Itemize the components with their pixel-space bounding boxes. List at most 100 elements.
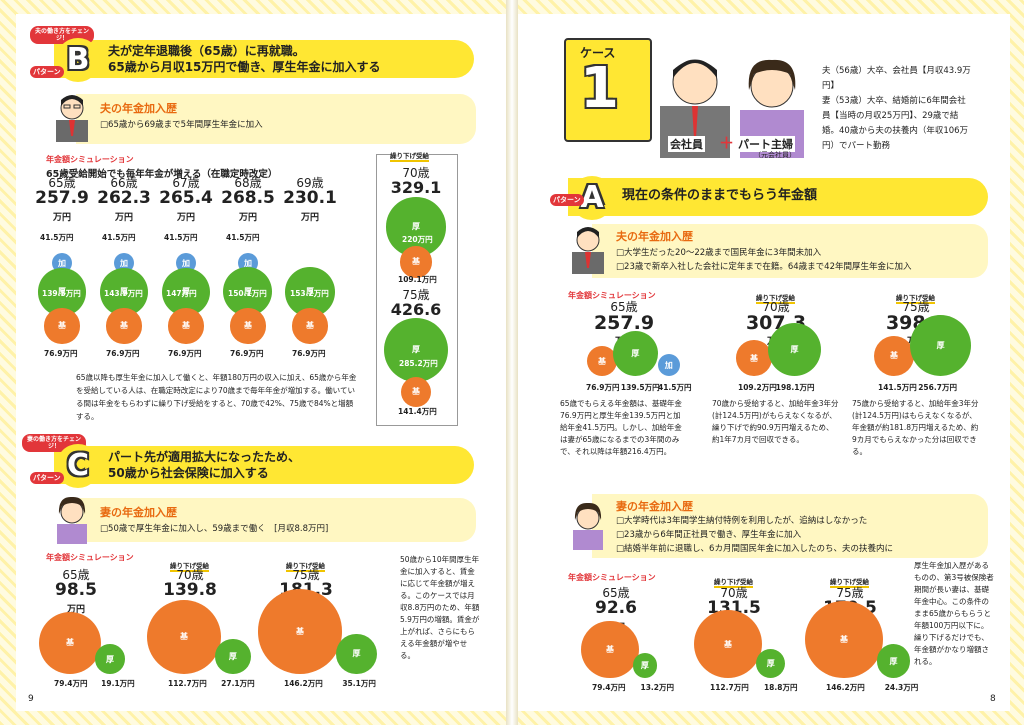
kiso-value: 146.2万円 bbox=[826, 683, 865, 692]
column-note: 70歳から受給すると、加給年金3年分(計124.5万円)がもらえなくなるが、繰り… bbox=[712, 399, 839, 444]
kosei-circle: 厚 bbox=[95, 644, 125, 674]
kosei-circle: 厚 bbox=[383, 317, 449, 383]
amount-value: 230.1 bbox=[283, 188, 337, 208]
kiso-circle: 基 bbox=[168, 308, 204, 344]
kiso-value: 76.9万円 bbox=[586, 383, 620, 392]
pattern-c-title-line2: 50歳から社会保険に加入する bbox=[108, 466, 269, 480]
deferred-tag: 繰り下げ受給 bbox=[170, 562, 209, 572]
kosei-circle: 厚 bbox=[215, 638, 251, 674]
kosei-value: 139.5万円 bbox=[42, 289, 81, 298]
kiso-circle: 基 bbox=[230, 308, 266, 344]
c-note: 50歳から10年間厚生年金に加入すると、賃金に応じて年金額が増える。このケースで… bbox=[400, 555, 480, 660]
age-label: 75歳 bbox=[402, 288, 430, 302]
kosei-value: 18.8万円 bbox=[763, 683, 798, 692]
amount-unit: 万円 bbox=[238, 213, 257, 223]
amount-value: 92.6 bbox=[595, 598, 637, 618]
kosei-value: 150.1万円 bbox=[228, 289, 267, 298]
a-wife-line1: □大学時代は3年間学生納付特例を利用したが、追納はしなかった bbox=[616, 516, 868, 526]
kiso-circle: 基 bbox=[587, 346, 617, 376]
age-label: 70歳 bbox=[176, 568, 204, 582]
b-note: 65歳以降も厚生年金に加入して働くと、年額180万円の収入に加え、65歳から年金… bbox=[76, 373, 357, 421]
age-label: 75歳 bbox=[836, 586, 864, 600]
age-label: 67歳 bbox=[172, 176, 200, 190]
c-history-panel bbox=[76, 498, 476, 542]
kasan-circle: 加 bbox=[52, 253, 72, 273]
pattern-b-label: パターン bbox=[30, 66, 64, 78]
b-sim-sub: 65歳受給開始でも毎年年金が増える（在職定時改定） bbox=[46, 169, 278, 180]
kiso-value: 109.2万円 bbox=[738, 383, 777, 392]
kiso-value: 76.9万円 bbox=[168, 349, 202, 358]
case-box bbox=[564, 38, 652, 142]
kiso-circle: 基 bbox=[44, 308, 80, 344]
amount-unit: 万円 bbox=[114, 213, 133, 223]
kiso-circle: 基 bbox=[257, 589, 343, 674]
kiso-value: 141.4万円 bbox=[398, 407, 437, 416]
pattern-a-title: 現在の条件のままでもらう年金額 bbox=[622, 188, 818, 203]
wife-avatar-a bbox=[568, 498, 608, 550]
gutter bbox=[506, 0, 518, 725]
deferred-tag: 繰り下げ受給 bbox=[714, 578, 753, 588]
column-note: 65歳でもらえる年金額は、基礎年金76.9万円と厚生年金139.5万円と加給年金… bbox=[560, 399, 682, 456]
wife-avatar bbox=[52, 492, 92, 544]
age-label: 69歳 bbox=[296, 176, 324, 190]
kosei-value: 19.1万円 bbox=[101, 679, 135, 688]
amount-value: 265.4 bbox=[159, 188, 213, 208]
amount-value: 98.5 bbox=[55, 580, 97, 600]
kasan-value: 41.5万円 bbox=[102, 233, 136, 242]
a-husband-history-title: 夫の年金加入歴 bbox=[616, 230, 693, 243]
husband-avatar-a bbox=[568, 222, 608, 274]
kasan-value: 41.5万円 bbox=[658, 383, 692, 392]
figure-plus: ＋ bbox=[719, 134, 735, 152]
pattern-a-label: パターン bbox=[550, 194, 584, 206]
figure-wife-label: パート主婦 bbox=[736, 136, 795, 152]
kiso-circle: 基 bbox=[581, 620, 639, 678]
amount-unit: 万円 bbox=[52, 213, 71, 223]
amount-value: 262.3 bbox=[97, 188, 151, 208]
pattern-c-title-line1: パート先が適用拡大になったため、 bbox=[108, 450, 301, 464]
pattern-b-bar bbox=[54, 40, 474, 78]
case-label: ケース bbox=[580, 46, 616, 60]
deferred-tag: 繰り下げ受給 bbox=[756, 294, 795, 304]
kosei-value: 285.2万円 bbox=[399, 359, 438, 368]
figure-husband-label: 会社員 bbox=[668, 136, 705, 152]
kosei-value: 143.9万円 bbox=[104, 289, 143, 298]
pattern-c-letter: C bbox=[56, 444, 100, 488]
kiso-value: 141.5万円 bbox=[878, 383, 917, 392]
b-history-title: 夫の年金加入歴 bbox=[100, 102, 177, 115]
amount-value: 139.8 bbox=[163, 580, 217, 600]
amount-value: 257.9 bbox=[35, 188, 89, 208]
kosei-value: 198.1万円 bbox=[775, 383, 815, 392]
a-wife-line3: □結婚半年前に退職し、6カ月間国民年金に加入したのち、夫の扶養内に bbox=[616, 544, 893, 554]
column-note: 75歳から受給すると、加給年金3年分(計124.5万円)はもらえなくなるが、年金… bbox=[852, 399, 979, 456]
kosei-value: 24.3万円 bbox=[884, 683, 919, 692]
kosei-circle: 厚 bbox=[100, 268, 148, 316]
amount-value: 257.9 bbox=[593, 312, 655, 334]
kosei-circle: 厚 bbox=[632, 653, 658, 678]
husband-avatar bbox=[52, 90, 92, 142]
age-label: 70歳 bbox=[720, 586, 748, 600]
kosei-circle: 厚 bbox=[876, 644, 911, 678]
kiso-circle: 基 bbox=[805, 600, 883, 678]
age-label: 70歳 bbox=[402, 166, 430, 180]
kiso-value: 76.9万円 bbox=[44, 349, 78, 358]
age-label: 65歳 bbox=[48, 176, 76, 190]
age-label: 65歳 bbox=[602, 586, 630, 600]
kosei-circle: 厚 bbox=[612, 331, 658, 376]
kosei-value: 256.7万円 bbox=[918, 383, 957, 392]
page-number-left: 9 bbox=[28, 694, 34, 704]
age-label: 65歳 bbox=[62, 568, 90, 582]
kiso-value: 112.7万円 bbox=[168, 679, 207, 688]
b-deferred-tag: 繰り下げ受給 bbox=[390, 150, 429, 162]
kosei-value: 220万円 bbox=[402, 235, 433, 244]
kasan-value: 41.5万円 bbox=[226, 233, 260, 242]
pattern-c-label: パターン bbox=[30, 472, 64, 484]
kosei-value: 27.1万円 bbox=[221, 679, 255, 688]
a-husband-history-panel bbox=[592, 224, 988, 278]
kosei-circle: 厚 bbox=[336, 633, 377, 674]
kiso-value: 109.1万円 bbox=[398, 275, 437, 284]
kosei-value: 139.5万円 bbox=[620, 383, 660, 392]
age-label: 70歳 bbox=[762, 300, 790, 314]
left-page: 夫の働き方をチェンジ！ B パターン 夫が定年退職後（65歳）に再就職。 65歳… bbox=[16, 14, 506, 711]
figure-wife-sub: （元会社員） bbox=[754, 151, 796, 159]
